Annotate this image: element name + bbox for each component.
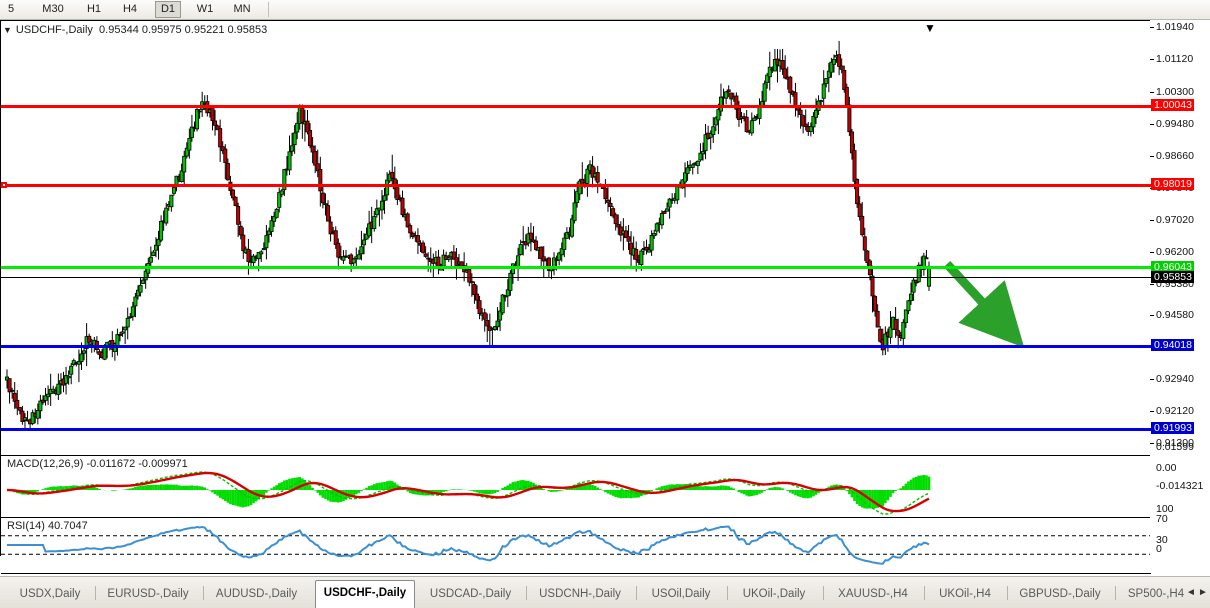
- tab-scroll-left-icon[interactable]: ◄: [1186, 587, 1196, 598]
- trend-arrow-annotation[interactable]: [1, 21, 1151, 455]
- chart-tab-sp500h4[interactable]: SP500-,H4: [1127, 588, 1185, 600]
- price-tick-label: 0.96200: [1156, 245, 1194, 258]
- price-tick-mark: [1150, 59, 1154, 61]
- level-line-100043[interactable]: [1, 105, 1151, 108]
- price-tick-mark: [1150, 155, 1154, 157]
- price-tick-mark: [1150, 27, 1154, 29]
- candlestick-plot[interactable]: [1, 21, 1151, 455]
- price-tick-label: 0.94580: [1156, 309, 1194, 322]
- tab-separator: [95, 586, 96, 600]
- price-tick-label: 1.01940: [1156, 21, 1194, 34]
- chart-tab-bar[interactable]: USDX,Daily EURUSD-,Daily AUDUSD-,Daily USDC…: [0, 576, 1210, 608]
- level-line-094018[interactable]: [1, 345, 1151, 348]
- level-line-091993[interactable]: [1, 428, 1151, 431]
- rsi-label: RSI(14) 40.7047: [5, 520, 90, 532]
- tab-separator: [924, 586, 925, 600]
- indicator-tick-label: 0: [1156, 543, 1162, 555]
- price-tick-mark: [1150, 123, 1154, 125]
- tab-separator: [1115, 586, 1116, 600]
- rsi-pane[interactable]: RSI(14) 40.7047: [1, 518, 1151, 574]
- price-tag-095853: 0.95853: [1151, 271, 1194, 283]
- level-line-096043[interactable]: [1, 266, 1151, 269]
- price-tick-mark: [1150, 315, 1154, 317]
- chart-header: ▼ USDCHF-,Daily 0.95344 0.95975 0.95221 0…: [3, 24, 267, 36]
- price-tick-mark: [1150, 411, 1154, 413]
- price-tick-label: 1.01120: [1156, 53, 1194, 66]
- chart-tab-eurusddaily[interactable]: EURUSD-,Daily: [107, 588, 189, 600]
- indicator-tick-label: 100: [1156, 503, 1174, 515]
- timeframe-button-h4[interactable]: H4: [122, 3, 138, 15]
- tab-separator: [823, 586, 824, 600]
- price-tag-094018: 0.94018: [1151, 339, 1194, 351]
- tab-separator: [203, 586, 204, 600]
- tab-scroll-right-icon[interactable]: ►: [1198, 587, 1208, 598]
- chart-tab-audusddaily[interactable]: AUDUSD-,Daily: [215, 588, 298, 600]
- chart-tab-gbpusddaily[interactable]: GBPUSD-,Daily: [1019, 588, 1101, 600]
- macd-label: MACD(12,26,9) -0.011672 -0.009971: [5, 458, 190, 470]
- price-tick-label: 0.91300: [1156, 437, 1194, 450]
- price-axis[interactable]: 1.019401.011201.003000.994800.986600.978…: [1150, 20, 1210, 555]
- price-tag-098019: 0.98019: [1151, 178, 1194, 190]
- timeframe-button-m30[interactable]: M30: [42, 3, 64, 15]
- price-tick-label: 0.92940: [1156, 373, 1194, 386]
- timeframe-button-mn[interactable]: MN: [233, 3, 251, 15]
- tab-separator: [636, 586, 637, 600]
- timeframe-button-5[interactable]: 5: [7, 3, 15, 15]
- chart-tab-usoildaily[interactable]: USOil,Daily: [651, 588, 711, 600]
- price-tag-091993: 0.91993: [1151, 422, 1194, 434]
- price-tick-label: 0.98660: [1156, 149, 1194, 162]
- indicator-tick-label: 0.01599: [1156, 441, 1194, 453]
- chart-tab-usdcaddaily[interactable]: USDCAD-,Daily: [429, 588, 512, 600]
- price-tick-mark: [1150, 91, 1154, 93]
- tab-separator: [526, 586, 527, 600]
- price-tick-label: 1.00300: [1156, 85, 1194, 98]
- price-pane[interactable]: ▼ USDCHF-,Daily 0.95344 0.95975 0.95221 0…: [1, 21, 1151, 456]
- current-price-line: [1, 277, 1151, 278]
- chart-frame: ▼ USDCHF-,Daily 0.95344 0.95975 0.95221 0…: [0, 20, 1151, 596]
- price-tick-label: 0.92120: [1156, 405, 1194, 418]
- ohlc-values: 0.95344 0.95975 0.95221 0.95853: [99, 24, 268, 36]
- symbol-label: USDCHF-,Daily: [15, 24, 93, 36]
- level-line-098019[interactable]: [1, 184, 1151, 187]
- rsi-plot: [1, 525, 1151, 565]
- macd-pane[interactable]: MACD(12,26,9) -0.011672 -0.009971: [1, 456, 1151, 518]
- tab-separator: [727, 586, 728, 600]
- price-tag-096043: 0.96043: [1151, 261, 1194, 273]
- chart-tab-ukoilh4[interactable]: UKOil-,H4: [939, 588, 991, 600]
- chart-tab-usdchfdaily[interactable]: USDCHF-,Daily: [315, 580, 415, 608]
- indicator-tick-label: -0.014321: [1156, 480, 1204, 492]
- toolbar-separator: [268, 2, 269, 17]
- price-tag-100043: 1.00043: [1151, 99, 1194, 111]
- timeframe-button-h1[interactable]: H1: [86, 3, 102, 15]
- price-tick-label: 0.99480: [1156, 117, 1194, 130]
- chart-tab-xauusdh4[interactable]: XAUUSD-,H4: [838, 588, 908, 600]
- indicator-tick-label: 30: [1156, 534, 1168, 546]
- macd-plot: [6, 471, 931, 515]
- indicator-tick-label: 70: [1156, 513, 1168, 525]
- chart-top-marker-icon: ▼: [924, 21, 936, 35]
- price-tick-mark: [1150, 283, 1154, 285]
- collapse-triangle-icon[interactable]: ▼: [3, 25, 12, 35]
- timeframe-button-w1[interactable]: W1: [196, 3, 214, 15]
- chart-tab-ukoildaily[interactable]: UKOil-,Daily: [742, 588, 806, 600]
- price-tick-mark: [1150, 219, 1154, 221]
- price-tick-mark: [1150, 251, 1154, 253]
- level-handle-098019[interactable]: [1, 182, 7, 188]
- chart-tab-usdcnhdaily[interactable]: USDCNH-,Daily: [539, 588, 621, 600]
- timeframe-toolbar: 5 M30 H1 H4 D1 W1 MN: [0, 0, 1210, 20]
- indicator-tick-label: 0.00: [1156, 462, 1177, 474]
- price-tick-mark: [1150, 443, 1154, 445]
- timeframe-button-d1[interactable]: D1: [155, 1, 181, 18]
- tab-separator: [1007, 586, 1008, 600]
- chart-tab-usdxdaily[interactable]: USDX,Daily: [19, 588, 81, 600]
- price-tick-mark: [1150, 379, 1154, 381]
- price-tick-label: 0.97020: [1156, 213, 1194, 226]
